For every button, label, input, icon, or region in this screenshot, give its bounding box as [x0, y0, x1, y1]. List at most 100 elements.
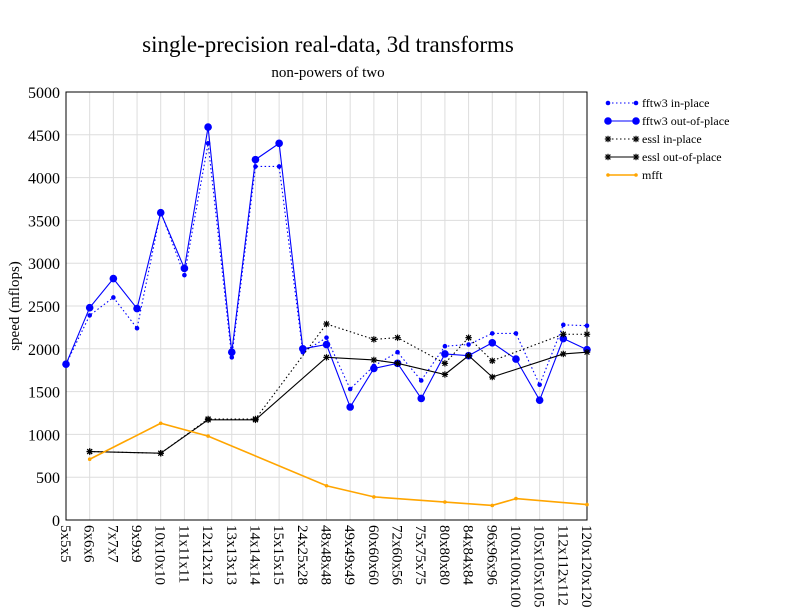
y-tick-label: 4000	[28, 171, 60, 188]
plot-frame	[65, 91, 588, 521]
data-point-mfft	[490, 503, 495, 508]
data-point-fftw3-in-place	[513, 331, 519, 336]
y-tick-label: 3500	[28, 213, 60, 230]
data-point-fftw3-out-of-place	[417, 394, 426, 403]
data-point-fftw3-out-of-place	[85, 303, 94, 312]
x-tick-label: 112x112x112	[554, 525, 570, 606]
legend-marker	[632, 135, 640, 143]
data-point-fftw3-in-place	[466, 342, 471, 347]
x-tick-label: 72x60x56	[389, 525, 405, 586]
x-tick-label: 7x7x7	[104, 525, 120, 563]
data-point-essl-in-place	[583, 331, 591, 338]
data-point-fftw3-out-of-place	[299, 345, 307, 353]
x-tick-label: 12x12x12	[199, 525, 215, 585]
data-point-fftw3-in-place	[442, 343, 448, 349]
data-point-essl-in-place	[394, 334, 401, 341]
data-point-essl-out-of-place	[394, 360, 401, 367]
legend-label: fftw3 in-place	[642, 96, 709, 110]
series-fftw3-out-of-place	[62, 123, 591, 411]
data-point-fftw3-out-of-place	[156, 208, 165, 217]
data-point-fftw3-in-place	[584, 323, 590, 328]
x-tick-label: 15x15x15	[270, 525, 286, 585]
data-point-essl-in-place	[323, 320, 330, 328]
legend-marker	[632, 117, 640, 125]
data-point-fftw3-out-of-place	[322, 340, 331, 349]
data-point-mfft	[158, 421, 163, 426]
series-essl-in-place	[86, 320, 591, 457]
x-tick-label: 10x10x10	[152, 525, 168, 585]
data-point-essl-in-place	[560, 331, 567, 338]
series-line-essl-out-of-place	[89, 351, 588, 454]
data-point-fftw3-out-of-place	[275, 139, 283, 148]
data-point-fftw3-out-of-place	[133, 304, 141, 313]
y-tick-label: 0	[52, 513, 60, 530]
data-point-fftw3-in-place	[87, 313, 92, 318]
data-point-essl-out-of-place	[370, 356, 378, 364]
legend-marker	[605, 100, 611, 106]
legend-marker	[604, 117, 612, 125]
legend-marker	[634, 173, 638, 177]
data-point-essl-in-place	[370, 336, 378, 343]
legend-label: mfft	[642, 168, 663, 182]
series-essl-out-of-place	[86, 349, 591, 457]
legend-marker	[632, 153, 640, 161]
data-point-essl-out-of-place	[465, 352, 472, 359]
y-tick-label: 1000	[28, 427, 60, 444]
legend-item-fftw3-in-place: fftw3 in-place	[605, 96, 709, 110]
y-tick-label: 500	[36, 470, 60, 487]
y-tick-label: 1500	[28, 385, 60, 402]
x-tick-label: 14x14x14	[246, 525, 262, 586]
data-point-fftw3-in-place	[182, 272, 187, 278]
legend-item-fftw3-out-of-place: fftw3 out-of-place	[604, 114, 729, 128]
data-point-fftw3-out-of-place	[180, 264, 189, 273]
legend-label: fftw3 out-of-place	[642, 114, 729, 128]
series-line-essl-in-place	[89, 323, 587, 454]
x-tick-label: 49x49x49	[341, 525, 357, 585]
legend-label: essl out-of-place	[642, 150, 722, 164]
legend-item-mfft: mfft	[606, 168, 663, 182]
data-point-essl-out-of-place	[157, 450, 164, 457]
axes: 0 500 1000 1500 2000 2500 3000 3500 4000 4500 5000…	[28, 85, 594, 608]
data-point-mfft	[585, 502, 589, 507]
data-point-fftw3-in-place	[134, 325, 140, 331]
data-point-essl-out-of-place	[204, 416, 212, 424]
data-point-fftw3-out-of-place	[512, 355, 520, 363]
data-point-fftw3-out-of-place	[227, 348, 236, 357]
data-point-fftw3-in-place	[395, 349, 400, 355]
data-point-essl-out-of-place	[583, 349, 591, 356]
x-tick-label: 84x84x84	[460, 525, 476, 586]
x-tick-label: 75x75x75	[412, 525, 428, 585]
data-point-mfft	[87, 457, 92, 462]
x-tick-label: 96x96x96	[483, 525, 499, 586]
data-point-mfft	[372, 495, 376, 499]
chart-title: single-precision real-data, 3d transform…	[142, 32, 514, 57]
data-point-fftw3-out-of-place	[535, 396, 544, 404]
data-point-essl-out-of-place	[441, 371, 449, 378]
x-tick-label: 6x6x6	[81, 525, 97, 563]
data-point-essl-out-of-place	[489, 373, 496, 381]
x-tick-label: 120x120x120	[578, 525, 594, 608]
series-line-mfft	[89, 422, 588, 507]
data-point-fftw3-in-place	[489, 331, 495, 336]
series-mfft	[87, 421, 589, 508]
data-point-mfft	[514, 496, 518, 501]
grid	[65, 91, 588, 521]
data-point-fftw3-out-of-place	[370, 364, 378, 373]
data-point-fftw3-out-of-place	[251, 155, 260, 164]
data-point-essl-out-of-place	[86, 448, 93, 455]
data-point-fftw3-out-of-place	[346, 403, 354, 411]
data-point-fftw3-in-place	[229, 355, 235, 360]
legend-marker	[633, 100, 639, 106]
data-point-fftw3-out-of-place	[204, 123, 212, 131]
x-tick-label: 100x100x100	[507, 525, 523, 608]
x-tick-label: 105x105x105	[531, 525, 547, 608]
x-tick-label: 48x48x48	[318, 525, 334, 585]
x-tick-label: 5x5x5	[57, 525, 73, 563]
x-tick-label: 13x13x13	[223, 525, 239, 585]
legend-marker	[606, 173, 610, 177]
x-tick-label: 11x11x11	[175, 525, 191, 583]
data-point-mfft	[324, 483, 329, 488]
data-point-fftw3-in-place	[324, 335, 329, 340]
y-axis-label: speed (mflops)	[7, 261, 23, 351]
